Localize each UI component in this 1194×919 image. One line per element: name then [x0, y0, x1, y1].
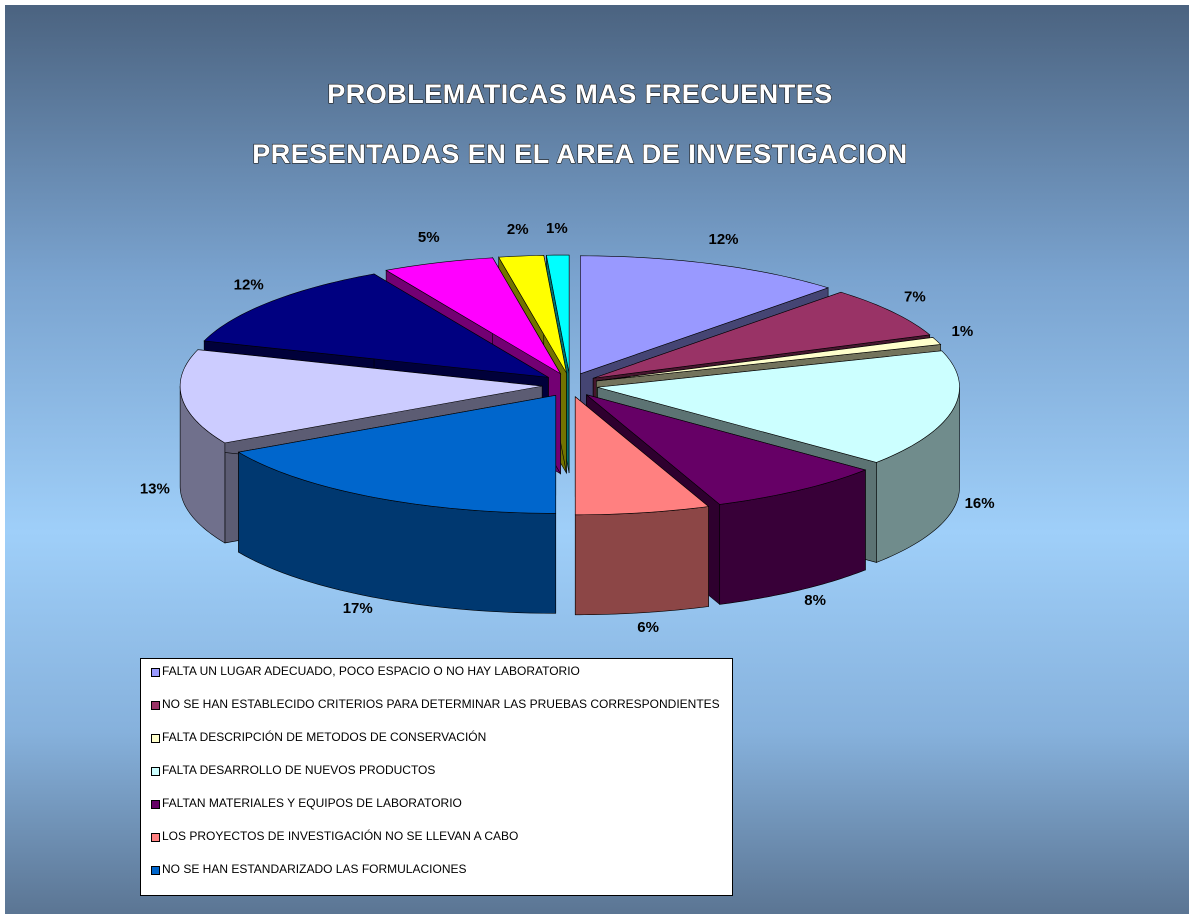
legend: FALTA UN LUGAR ADECUADO, POCO ESPACIO O … — [140, 658, 733, 896]
slice-top — [597, 350, 960, 463]
legend-label: NO SE HAN ESTABLECIDO CRITERIOS PARA DET… — [162, 697, 720, 711]
slice-top — [546, 254, 570, 374]
slice-top — [586, 394, 867, 505]
legend-entry: NO SE HAN ESTABLECIDO CRITERIOS PARA DET… — [151, 698, 722, 731]
legend-entry: NO SE HAN ESTANDARIZADO LAS FORMULACIONE… — [151, 863, 722, 896]
slice-top — [596, 337, 942, 382]
legend-label: LOS PROYECTOS DE INVESTIGACIÓN NO SE LLE… — [162, 829, 519, 843]
chart-area: PROBLEMATICAS MAS FRECUENTES PRESENTADAS… — [5, 5, 1189, 914]
legend-label: FALTAN MATERIALES Y EQUIPOS DE LABORATOR… — [162, 796, 462, 810]
chart-title: PRESENTADAS EN EL AREA DE INVESTIGACION — [252, 139, 908, 169]
data-label: 7% — [904, 288, 926, 305]
slice-top — [593, 291, 931, 379]
legend-label: FALTA DESCRIPCIÓN DE METODOS DE CONSERVA… — [162, 730, 487, 744]
legend-label: FALTA DESARROLLO DE NUEVOS PRODUCTOS — [162, 763, 436, 777]
slice-top — [498, 255, 567, 374]
slice-top — [385, 257, 562, 375]
slice-top — [179, 349, 543, 444]
slice-wall — [574, 506, 709, 616]
legend-entry: LOS PROYECTOS DE INVESTIGACIÓN NO SE LLE… — [151, 830, 722, 863]
data-label: 16% — [965, 495, 995, 512]
data-label: 2% — [507, 221, 529, 238]
slice-top — [574, 396, 710, 516]
chart-title: PROBLEMATICAS MAS FRECUENTES — [327, 79, 833, 109]
pie-slice — [237, 394, 557, 614]
data-label: 5% — [418, 229, 440, 246]
data-label: 1% — [952, 323, 974, 340]
legend-entry: FALTA UN LUGAR ADECUADO, POCO ESPACIO O … — [151, 665, 722, 698]
legend-entry: FALTAN MATERIALES Y EQUIPOS DE LABORATOR… — [151, 797, 722, 830]
legend-swatch — [151, 800, 160, 809]
legend-label: FALTA UN LUGAR ADECUADO, POCO ESPACIO O … — [162, 664, 580, 678]
data-label: 17% — [343, 600, 373, 617]
slice-top — [580, 255, 830, 375]
data-label: 6% — [637, 619, 659, 636]
data-label: 12% — [708, 231, 738, 248]
legend-swatch — [151, 734, 160, 743]
data-label: 8% — [804, 592, 826, 609]
legend-swatch — [151, 668, 160, 677]
data-label: 12% — [234, 277, 264, 294]
data-label: 1% — [546, 220, 568, 237]
legend-swatch — [151, 701, 160, 710]
data-label: 13% — [140, 481, 170, 498]
legend-entry: FALTA DESCRIPCIÓN DE METODOS DE CONSERVA… — [151, 731, 722, 764]
pie-slice — [574, 396, 710, 616]
slice-top — [237, 394, 557, 514]
chart: PROBLEMATICAS MAS FRECUENTES PRESENTADAS… — [140, 78, 995, 636]
pie-slice — [586, 394, 867, 606]
legend-swatch — [151, 767, 160, 776]
slice-top — [203, 273, 549, 378]
legend-swatch — [151, 833, 160, 842]
legend-swatch — [151, 866, 160, 875]
legend-label: NO SE HAN ESTANDARIZADO LAS FORMULACIONE… — [162, 862, 467, 876]
legend-entry: FALTA DESARROLLO DE NUEVOS PRODUCTOS — [151, 764, 722, 797]
